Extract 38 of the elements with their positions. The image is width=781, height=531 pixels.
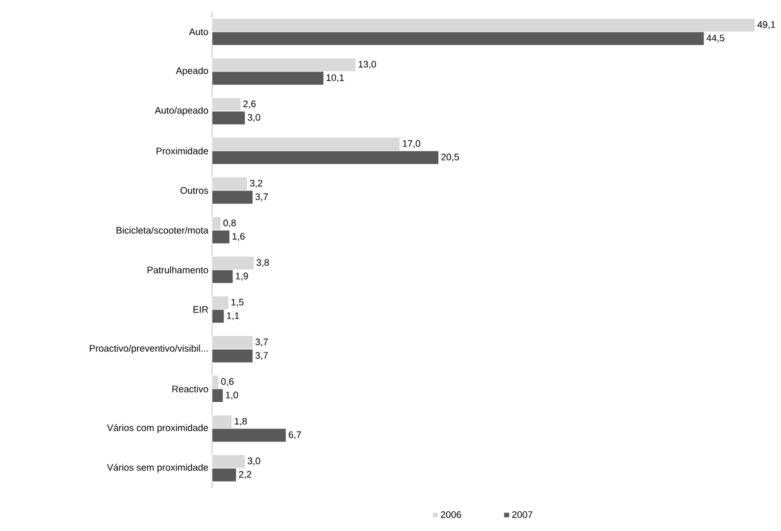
- data-label: 1,9: [236, 272, 248, 280]
- data-label: 3,7: [255, 193, 268, 202]
- data-label: 44,5: [706, 34, 724, 42]
- data-label: 20,5: [441, 154, 459, 162]
- data-label: 3,0: [248, 458, 260, 466]
- data-label: 2,2: [238, 471, 252, 479]
- y-tick-label: Vários com proximidade: [107, 424, 208, 433]
- legend-label: 2006: [440, 511, 462, 518]
- y-tick-label: Bicicleta/scooter/mota: [116, 226, 208, 234]
- data-label: 1,0: [226, 392, 238, 400]
- y-tick-label: Proactivo/preventivo/visibil...: [90, 344, 208, 354]
- data-label: 1,1: [227, 312, 240, 320]
- data-label: 6,7: [288, 431, 301, 440]
- y-tick-label: Outros: [180, 187, 208, 194]
- data-label: 1,5: [232, 298, 244, 307]
- data-label: 3,7: [255, 352, 268, 360]
- y-tick-label: Vários sem proximidade: [107, 464, 208, 473]
- data-label: 17,0: [402, 140, 420, 148]
- y-tick-label: EIR: [193, 306, 208, 313]
- data-label: 3,8: [256, 259, 269, 268]
- data-label: 49,1: [757, 21, 776, 30]
- y-tick-label: Apeado: [176, 67, 208, 76]
- data-label: 3,7: [255, 338, 268, 346]
- legend-label: 2007: [512, 511, 532, 518]
- data-label: 0,8: [223, 220, 236, 228]
- y-tick-label: Patrulhamento: [148, 266, 208, 274]
- y-tick-label: Auto: [189, 28, 208, 36]
- data-label: 1,6: [232, 233, 245, 241]
- data-label: 3,0: [248, 114, 260, 122]
- data-label: 1,8: [234, 418, 247, 426]
- data-label: 13,0: [358, 60, 376, 69]
- data-label: 0,6: [221, 378, 234, 386]
- data-label: 2,6: [243, 100, 256, 108]
- data-label: 10,1: [326, 74, 344, 82]
- y-tick-label: Auto/apeado: [154, 106, 208, 116]
- y-tick-label: Reactivo: [172, 385, 208, 392]
- data-label: 3,2: [250, 180, 262, 188]
- y-tick-label: Proximidade: [156, 147, 208, 154]
